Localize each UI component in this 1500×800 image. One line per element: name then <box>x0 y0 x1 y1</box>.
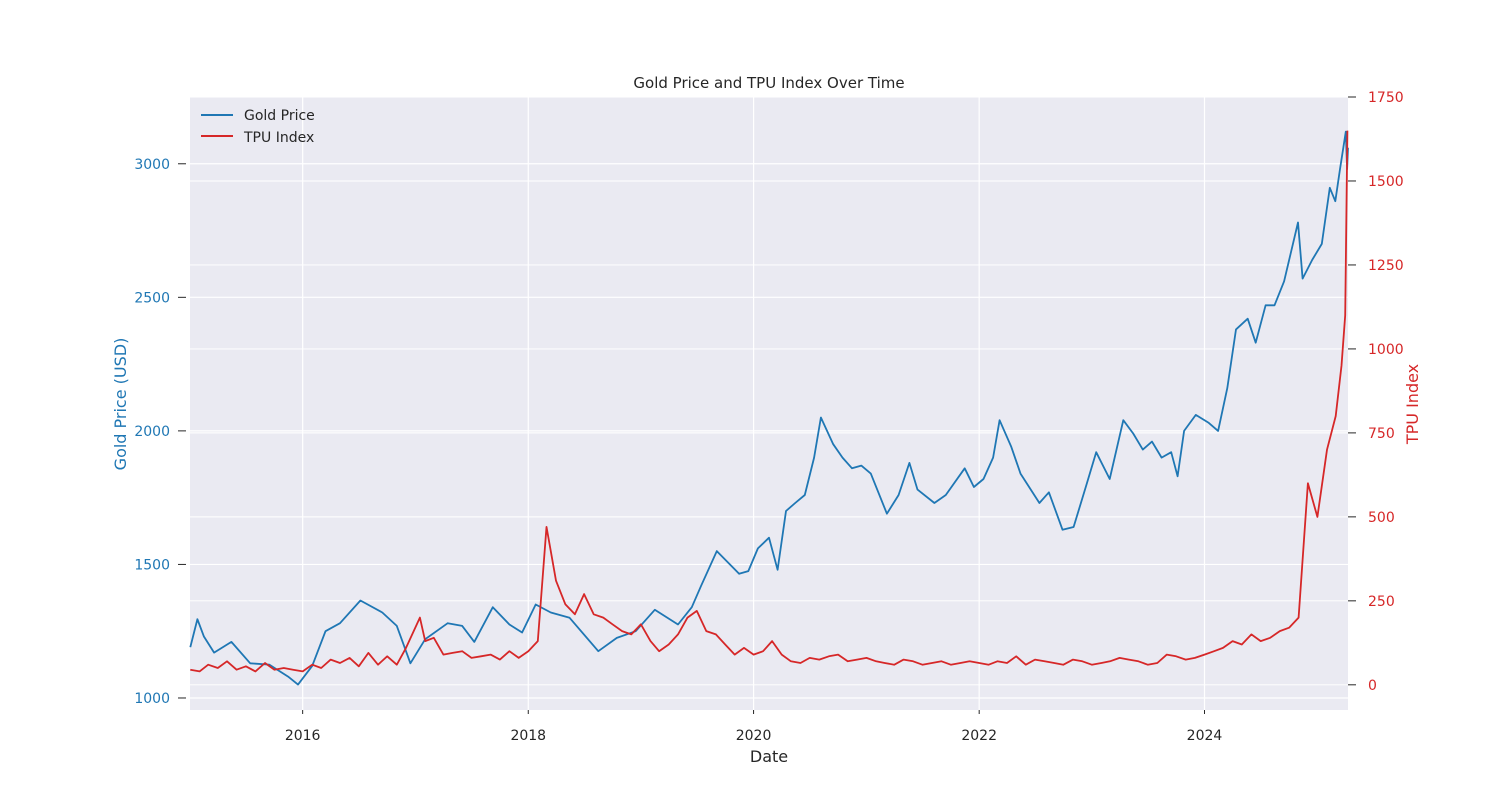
y-left-tick-label: 3000 <box>134 157 170 173</box>
x-tick-label: 2018 <box>510 728 546 744</box>
y-left-tick-label: 1000 <box>134 691 170 707</box>
chart-title: Gold Price and TPU Index Over Time <box>633 74 904 92</box>
y-left-tick-label: 2500 <box>134 290 170 306</box>
tpu-index-line <box>190 130 1349 673</box>
y-right-tick-label: 1750 <box>1368 90 1404 106</box>
legend-label-gold: Gold Price <box>244 108 315 124</box>
y-right-tick-label: 500 <box>1368 510 1395 526</box>
y-right-tick-label: 0 <box>1368 678 1377 694</box>
y-axis-right-title: TPU Index <box>1403 364 1422 445</box>
y-axis-left-title: Gold Price (USD) <box>111 338 130 471</box>
x-tick-label: 2020 <box>736 728 772 744</box>
y-left-tick-label: 2000 <box>134 424 170 440</box>
legend: Gold Price TPU Index <box>201 108 315 146</box>
axes: 2016 2018 2020 2022 202410001500200025003000… <box>134 90 1403 744</box>
y-right-tick-label: 1000 <box>1368 342 1404 358</box>
x-tick-label: 2016 <box>285 728 321 744</box>
y-left-tick-label: 1500 <box>134 557 170 573</box>
y-right-tick-label: 1500 <box>1368 174 1404 190</box>
x-axis-title: Date <box>750 747 788 766</box>
legend-label-tpu: TPU Index <box>243 130 314 146</box>
series <box>189 130 1349 686</box>
plot-background <box>190 97 1348 710</box>
y-right-tick-label: 250 <box>1368 594 1395 610</box>
y-right-tick-label: 750 <box>1368 426 1395 442</box>
grid <box>190 96 1348 710</box>
y-right-tick-label: 1250 <box>1368 258 1404 274</box>
x-tick-label: 2024 <box>1187 728 1223 744</box>
x-tick-label: 2022 <box>961 728 997 744</box>
